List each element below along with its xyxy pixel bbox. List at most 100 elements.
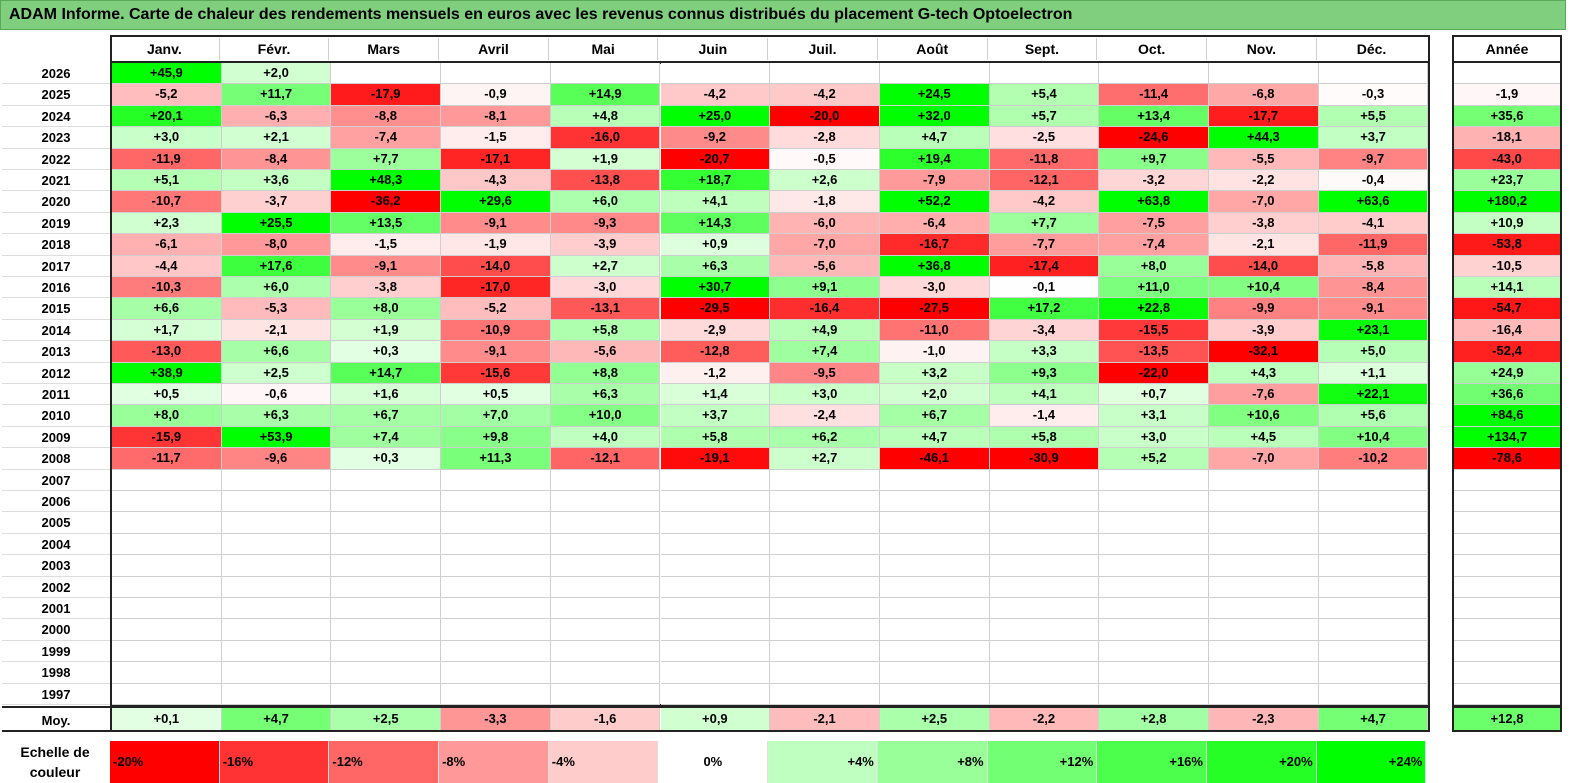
heatmap-cell: -7,0 [770, 234, 880, 256]
annual-cell: +180,2 [1454, 191, 1560, 213]
heatmap-cell [660, 555, 771, 577]
heatmap-cell: -7,9 [879, 170, 990, 192]
annual-cell: -78,6 [1454, 448, 1560, 470]
heatmap-cell: +1,7 [112, 319, 222, 342]
heatmap-cell: -1,4 [989, 405, 1100, 427]
year-label: 2014 [2, 320, 110, 342]
heatmap-cell: -5,2 [441, 298, 551, 320]
annual-cell [1454, 598, 1560, 620]
heatmap-cell [441, 576, 551, 598]
heatmap-cell [879, 555, 990, 577]
heatmap-cell [550, 469, 661, 491]
heatmap-cell: -6,3 [221, 105, 332, 128]
annual-cell: +24,9 [1454, 362, 1560, 384]
heatmap-cell: -17,0 [441, 277, 551, 299]
heatmap-cell [1209, 619, 1319, 641]
heatmap-cell [770, 619, 880, 641]
heatmap-cell: +2,6 [770, 170, 880, 192]
annual-cell: +36,6 [1454, 384, 1560, 406]
heatmap-cell [112, 533, 222, 556]
heatmap-cell [221, 662, 332, 684]
heatmap-cell [550, 63, 661, 85]
annual-cell [1454, 512, 1560, 534]
heatmap-cell [879, 683, 990, 705]
heatmap-cell: +44,3 [1209, 127, 1319, 149]
heatmap-cell: -3,8 [1209, 212, 1319, 235]
heatmap-cell: -2,2 [1209, 170, 1319, 192]
heatmap-cell: -0,4 [1318, 170, 1429, 192]
month-header: Sept. [988, 38, 1098, 60]
heatmap-cell [879, 63, 990, 85]
heatmap-cell: -16,0 [550, 127, 661, 149]
heatmap-cell [331, 598, 442, 620]
heatmap-cell: +7,7 [331, 148, 442, 170]
heatmap-cell [550, 533, 661, 556]
heatmap-cell: +0,5 [441, 384, 551, 406]
heatmap-cell [879, 640, 990, 663]
heatmap-cell: -1,5 [331, 234, 442, 256]
heatmap-cell [221, 469, 332, 491]
year-label: 2016 [2, 277, 110, 299]
heatmap-cell: +11,0 [1099, 277, 1209, 299]
heatmap-cell: -16,4 [770, 298, 880, 320]
month-header: Déc. [1356, 41, 1387, 57]
heatmap-cell: +4,8 [550, 105, 661, 128]
average-cell: -2,1 [770, 708, 880, 730]
year-label: 2026 [2, 63, 110, 85]
heatmap-cell: +6,3 [660, 255, 771, 277]
heatmap-cell: +1,4 [660, 384, 771, 406]
heatmap-cell [1318, 576, 1429, 598]
average-annual-cell: +12,8 [1454, 708, 1560, 730]
average-cell: +4,7 [1318, 708, 1429, 730]
heatmap-cell [331, 491, 442, 513]
heatmap-cell [441, 533, 551, 556]
average-frame [110, 706, 1431, 732]
heatmap-cell: -8,0 [221, 234, 332, 256]
heatmap-cell: +3,0 [112, 127, 222, 149]
average-annual-frame [1452, 706, 1562, 732]
heatmap-cell [1318, 598, 1429, 620]
heatmap-cell: -4,2 [770, 84, 880, 106]
month-header: Avril [439, 38, 549, 60]
heatmap-cell [989, 683, 1100, 705]
color-scale-swatch: +4% [768, 741, 878, 783]
heatmap-cell: +3,1 [1099, 405, 1209, 427]
heatmap-cell: +4,0 [550, 426, 661, 449]
month-header: Juil. [768, 38, 878, 60]
heatmap-cell: -7,0 [1209, 448, 1319, 470]
year-label: 2010 [2, 405, 110, 427]
year-label: 2011 [2, 384, 110, 406]
annual-cell [1454, 63, 1560, 85]
heatmap-cell: -11,9 [112, 148, 222, 170]
heatmap-cell: -1,9 [441, 234, 551, 256]
annual-cell: -53,8 [1454, 234, 1560, 256]
heatmap-cell [879, 533, 990, 556]
heatmap-cell: +23,1 [1318, 319, 1429, 342]
heatmap-cell: +6,2 [770, 426, 880, 449]
heatmap-cell: -3,0 [879, 277, 990, 299]
heatmap-cell: +5,8 [550, 319, 661, 342]
color-scale-swatch: +12% [987, 741, 1098, 783]
heatmap-cell: -3,0 [550, 277, 661, 299]
heatmap-cell: +3,7 [1318, 127, 1429, 149]
heatmap-cell: -17,7 [1209, 105, 1319, 128]
heatmap-cell: +9,3 [989, 362, 1100, 384]
heatmap-cell [660, 491, 771, 513]
heatmap-cell [770, 512, 880, 534]
heatmap-cell: -22,0 [1099, 362, 1209, 384]
heatmap-cell: -8,4 [221, 148, 332, 170]
heatmap-cell: -15,5 [1099, 319, 1209, 342]
heatmap-cell: -8,8 [331, 105, 442, 128]
heatmap-cell: +8,0 [112, 405, 222, 427]
heatmap-cell [221, 512, 332, 534]
heatmap-cell: +4,7 [879, 426, 990, 449]
heatmap-cell: -4,4 [112, 255, 222, 277]
annual-cell: +134,7 [1454, 426, 1560, 449]
year-label: 2003 [2, 555, 110, 577]
heatmap-cell [660, 683, 771, 705]
heatmap-cell: +22,8 [1099, 298, 1209, 320]
heatmap-cell: +3,3 [989, 341, 1100, 363]
average-label: Moy. [2, 706, 110, 732]
heatmap-cell: +14,3 [660, 212, 771, 235]
heatmap-cell [221, 491, 332, 513]
